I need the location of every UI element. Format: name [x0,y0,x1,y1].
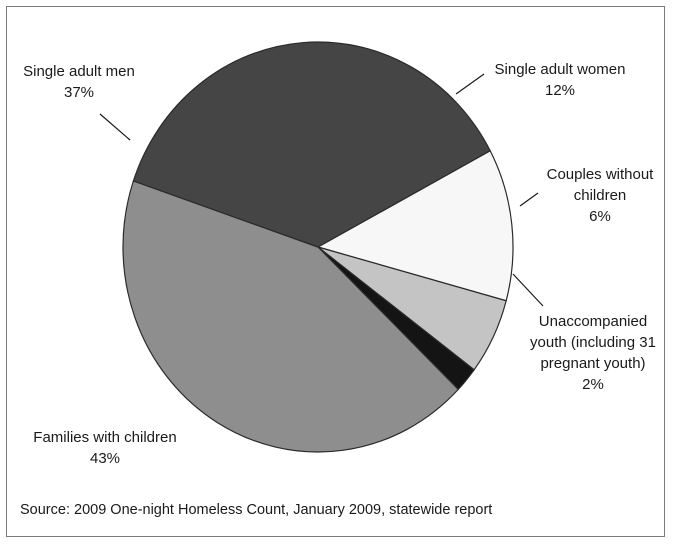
leader-line-5 [99,113,131,141]
slice-label-line: 37% [64,84,94,101]
slice-label-line: youth (including 31 [530,334,656,351]
slice-label-3: Unaccompanied youth (including 31 pregnant… [530,313,656,393]
slice-labels: Single adult women 12% Couples without chil… [23,61,656,467]
slice-label-line: Families with children [33,429,176,446]
slice-label-2: Couples without children 6% [547,166,655,225]
slice-label-line: children [574,187,627,204]
slice-label-line: Couples without [547,166,655,183]
slice-label-line: Unaccompanied [539,313,647,330]
slice-label-line: 12% [545,82,575,99]
leader-line-3 [512,273,544,307]
slice-label-1: Single adult women 12% [495,61,626,99]
slice-label-4: Families with children 43% [33,429,176,467]
slice-label-line: 2% [582,376,604,393]
pie-slice-5 [132,41,491,248]
slice-label-line: 6% [589,208,611,225]
pie-slice-1 [316,149,514,302]
slice-label-line: pregnant youth) [540,355,645,372]
pie-slices [122,41,514,453]
source-note: Source: 2009 One-night Homeless Count, J… [20,502,492,518]
leader-line-1 [455,73,485,95]
slice-label-line: 43% [90,450,120,467]
pie-slice-4 [122,180,460,453]
slice-label-line: Single adult men [23,63,135,80]
leader-lines [99,73,544,307]
leader-line-2 [519,192,539,207]
slice-label-line: Single adult women [495,61,626,78]
slice-label-5: Single adult men 37% [23,63,135,101]
